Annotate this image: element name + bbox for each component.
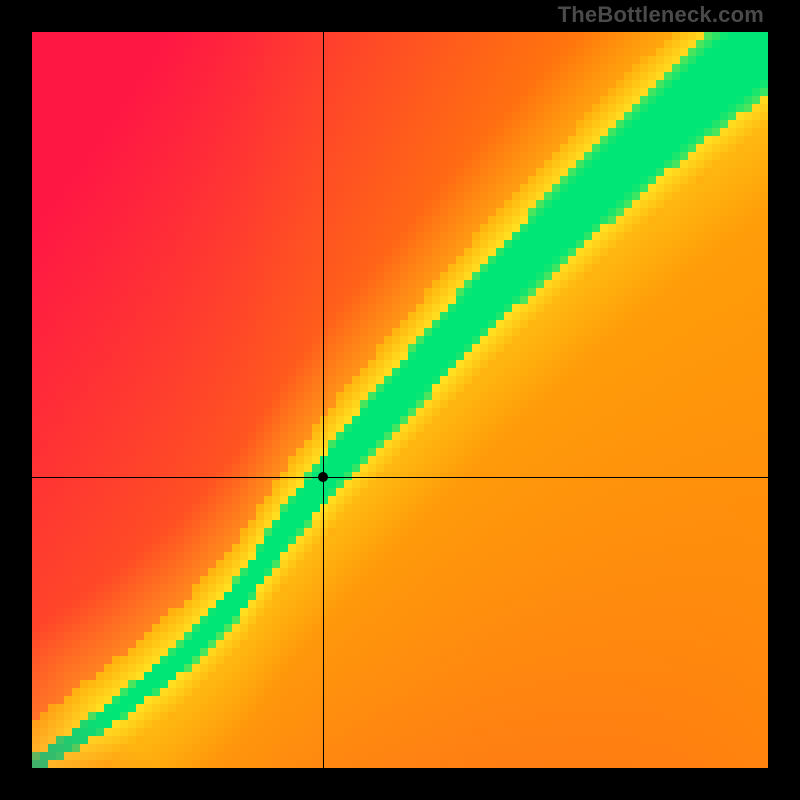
plot-area	[32, 32, 768, 768]
crosshair-marker	[318, 472, 328, 482]
crosshair-vertical	[323, 32, 324, 768]
watermark-text: TheBottleneck.com	[558, 2, 764, 28]
heatmap-canvas	[32, 32, 768, 768]
crosshair-horizontal	[32, 477, 768, 478]
chart-container: TheBottleneck.com	[0, 0, 800, 800]
